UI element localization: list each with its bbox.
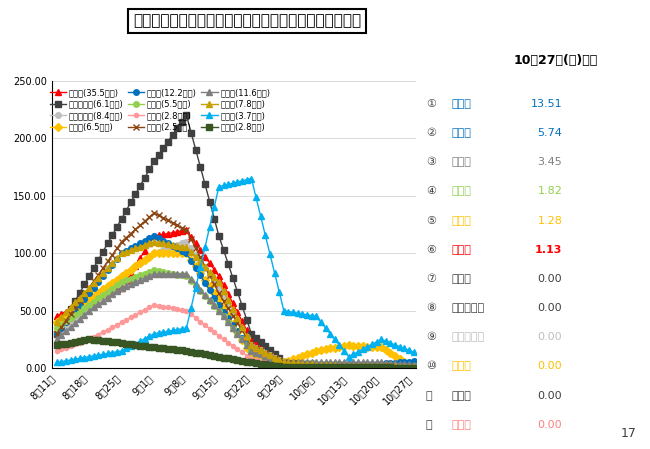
Text: 大和高田市: 大和高田市 (452, 303, 485, 313)
Text: 17: 17 (621, 427, 637, 440)
Text: 10月27日(水)時点: 10月27日(水)時点 (514, 54, 598, 67)
Text: 5.74: 5.74 (538, 128, 562, 138)
Text: 県内１２市の直近１週間の１０万人当たり陽性者数推移: 県内１２市の直近１週間の１０万人当たり陽性者数推移 (133, 13, 361, 28)
Text: ⑪: ⑪ (426, 391, 432, 401)
Text: 0.00: 0.00 (538, 274, 562, 284)
Text: 橿原市: 橿原市 (452, 128, 472, 138)
Text: 0.00: 0.00 (538, 391, 562, 401)
Text: 13.51: 13.51 (530, 99, 562, 109)
Legend: 奈良市(35.5万人), 大和高田市(6.1万人), 大和郡山市(8.4万人), 天理市(6.5万人), 橿原市(12.2万人), 桜井市(5.5万人), 五條: 奈良市(35.5万人), 大和高田市(6.1万人), 大和郡山市(8.4万人),… (46, 85, 274, 135)
Text: 宇陀市: 宇陀市 (452, 391, 472, 401)
Text: ⑧: ⑧ (426, 303, 436, 313)
Text: 1.13: 1.13 (535, 245, 562, 255)
Text: 御所市: 御所市 (452, 274, 472, 284)
Text: 3.45: 3.45 (538, 157, 562, 167)
Text: ⑥: ⑥ (426, 245, 436, 255)
Text: 1.82: 1.82 (538, 186, 562, 196)
Text: 香芝市: 香芝市 (452, 216, 472, 225)
Text: ⑤: ⑤ (426, 216, 436, 225)
Text: ②: ② (426, 128, 436, 138)
Text: 0.00: 0.00 (538, 361, 562, 371)
Text: ①: ① (426, 99, 436, 109)
Text: 大和郡山市: 大和郡山市 (452, 332, 485, 342)
Text: ⑦: ⑦ (426, 274, 436, 284)
Text: 0.00: 0.00 (538, 420, 562, 430)
Text: 葛城市: 葛城市 (452, 99, 472, 109)
Text: 生駒市: 生駒市 (452, 157, 472, 167)
Text: 奈良市: 奈良市 (452, 245, 472, 255)
Text: 五條市: 五條市 (452, 420, 472, 430)
Text: ⑫: ⑫ (426, 420, 432, 430)
Text: 1.28: 1.28 (538, 216, 562, 225)
Text: 桜井市: 桜井市 (452, 186, 472, 196)
Text: 0.00: 0.00 (538, 332, 562, 342)
Text: ③: ③ (426, 157, 436, 167)
Text: ④: ④ (426, 186, 436, 196)
Text: ⑩: ⑩ (426, 361, 436, 371)
Text: 0.00: 0.00 (538, 303, 562, 313)
Text: ⑨: ⑨ (426, 332, 436, 342)
Text: 天理市: 天理市 (452, 361, 472, 371)
